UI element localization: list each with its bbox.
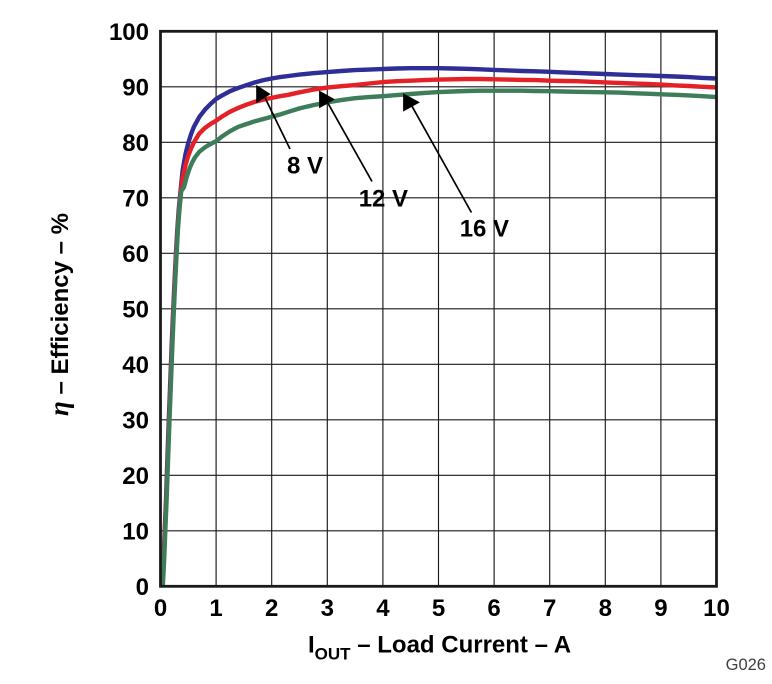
svg-text:5: 5 xyxy=(432,595,445,622)
svg-text:100: 100 xyxy=(109,19,149,46)
svg-text:IOUT – Load Current – A: IOUT – Load Current – A xyxy=(308,632,571,664)
svg-text:90: 90 xyxy=(122,74,149,101)
svg-text:20: 20 xyxy=(122,463,149,490)
svg-text:G026: G026 xyxy=(726,656,766,674)
svg-text:80: 80 xyxy=(122,130,149,157)
svg-text:3: 3 xyxy=(321,595,334,622)
svg-text:9: 9 xyxy=(654,595,667,622)
svg-text:η – Efficiency – %: η – Efficiency – % xyxy=(44,213,74,416)
svg-text:4: 4 xyxy=(376,595,390,622)
svg-text:70: 70 xyxy=(122,185,149,212)
svg-text:7: 7 xyxy=(543,595,556,622)
svg-text:0: 0 xyxy=(136,574,149,601)
svg-text:50: 50 xyxy=(122,296,149,323)
svg-text:6: 6 xyxy=(487,595,500,622)
svg-text:10: 10 xyxy=(703,595,730,622)
svg-text:16 V: 16 V xyxy=(460,215,509,242)
svg-text:2: 2 xyxy=(265,595,278,622)
svg-text:8 V: 8 V xyxy=(287,153,323,180)
svg-text:10: 10 xyxy=(122,518,149,545)
svg-text:8: 8 xyxy=(599,595,612,622)
svg-text:1: 1 xyxy=(209,595,222,622)
svg-text:30: 30 xyxy=(122,407,149,434)
svg-text:12 V: 12 V xyxy=(359,186,408,213)
svg-text:0: 0 xyxy=(154,595,167,622)
svg-text:60: 60 xyxy=(122,241,149,268)
svg-text:40: 40 xyxy=(122,352,149,379)
